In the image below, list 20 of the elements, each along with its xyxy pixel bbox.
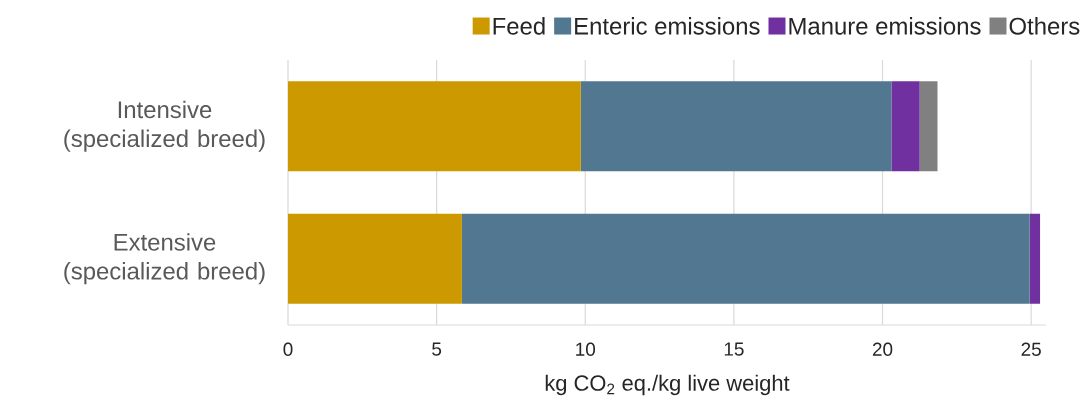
x-axis-title: kg CO$_{2}$ eq./kg live weight — [545, 374, 790, 396]
x-tick-label: 15 — [724, 342, 744, 356]
y-tick-label: Extensive (specialized breed) — [64, 233, 265, 285]
bar — [461, 213, 1030, 304]
x-tick-label: 20 — [872, 342, 893, 356]
legend-label: Enteric emissions — [575, 17, 760, 35]
bar — [288, 81, 581, 172]
legend-label: Others — [1009, 17, 1080, 35]
legend-label: Manure emissions — [789, 17, 981, 35]
bar — [919, 81, 938, 172]
bar — [288, 213, 462, 304]
bar — [1029, 213, 1041, 304]
x-tick-label: 10 — [576, 342, 596, 356]
x-tick-label: 0 — [283, 342, 293, 356]
bar — [580, 81, 892, 172]
bar — [891, 81, 920, 172]
x-tick-label: 25 — [1021, 342, 1041, 356]
y-tick-label: Intensive (specialized breed) — [64, 100, 265, 152]
x-tick-label: 5 — [432, 342, 442, 356]
legend-label: Feed — [493, 17, 545, 35]
